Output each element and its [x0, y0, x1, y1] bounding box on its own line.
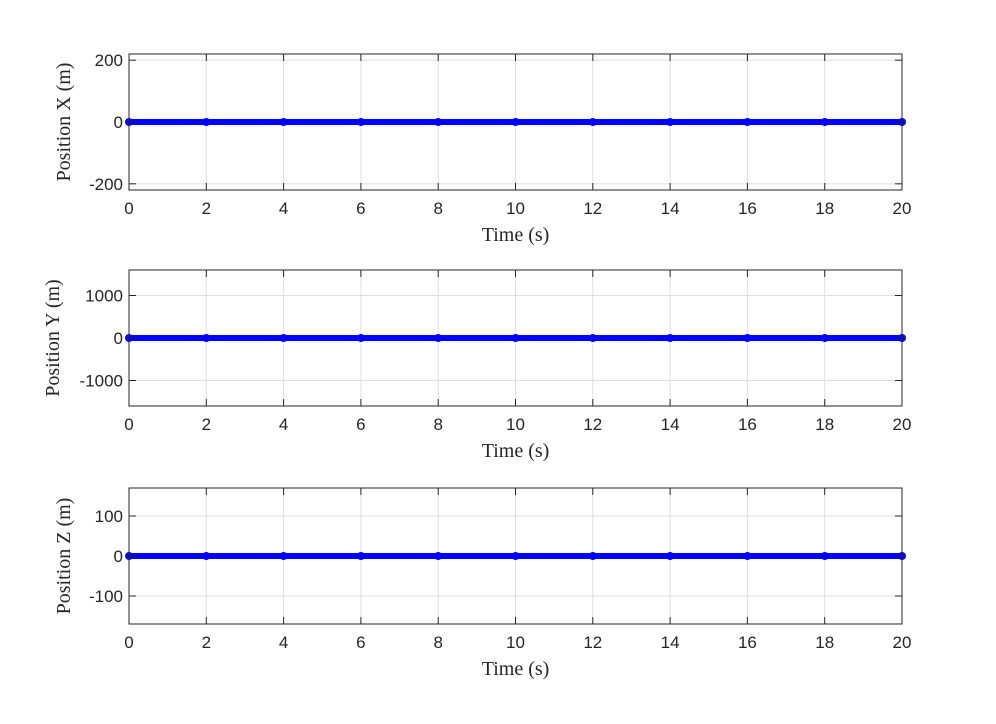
- x-tick-label: 18: [815, 633, 834, 652]
- subplot-position-y: 0 2 4 6 8 10 12 14 16 18 20 -1000 0 1000 Time (s) Po…: [42, 269, 911, 462]
- y-tick-label: 1000: [85, 287, 123, 306]
- x-tick-label: 18: [815, 415, 834, 434]
- data-point: [743, 334, 752, 342]
- subplot-position-z: 0 2 4 6 8 10 12 14 16 18 20 -100 0 100 Time (s) Posi…: [53, 487, 911, 680]
- x-tick-label: 8: [433, 199, 442, 218]
- x-tick-label: 16: [738, 415, 757, 434]
- x-tick-label: 8: [433, 633, 442, 652]
- x-tick-label: 6: [356, 415, 365, 434]
- data-point: [202, 118, 211, 126]
- x-tick-label: 16: [738, 633, 757, 652]
- data-point: [666, 552, 675, 560]
- x-tick-label: 20: [893, 415, 912, 434]
- y-tick-labels: -100 0 100: [89, 507, 123, 606]
- data-point: [588, 118, 597, 126]
- x-tick-label: 2: [202, 633, 211, 652]
- x-tick-labels: 0 2 4 6 8 10 12 14 16 18 20: [124, 199, 911, 218]
- data-point: [434, 552, 443, 560]
- data-point: [356, 552, 365, 560]
- y-tick-labels: -200 0 200: [89, 51, 123, 194]
- x-tick-label: 4: [279, 199, 288, 218]
- data-point: [434, 118, 443, 126]
- x-tick-label: 2: [202, 199, 211, 218]
- data-point: [279, 118, 288, 126]
- x-tick-label: 0: [124, 633, 133, 652]
- x-tick-label: 20: [893, 199, 912, 218]
- data-point: [434, 334, 443, 342]
- tick-marks: [128, 270, 903, 406]
- x-tick-label: 20: [893, 633, 912, 652]
- x-tick-label: 10: [506, 415, 525, 434]
- x-tick-label: 4: [279, 633, 288, 652]
- x-tick-label: 14: [661, 633, 680, 652]
- x-tick-label: 10: [506, 633, 525, 652]
- x-axis-label: Time (s): [482, 440, 550, 462]
- data-point: [356, 334, 365, 342]
- data-point: [511, 552, 520, 560]
- x-tick-label: 18: [815, 199, 834, 218]
- x-tick-label: 0: [124, 199, 133, 218]
- x-tick-label: 14: [661, 415, 680, 434]
- data-point: [820, 334, 829, 342]
- y-tick-label: 0: [114, 547, 123, 566]
- y-tick-label: 0: [114, 329, 123, 348]
- tick-marks: [128, 488, 903, 624]
- data-point: [202, 552, 211, 560]
- x-tick-labels: 0 2 4 6 8 10 12 14 16 18 20: [124, 415, 911, 434]
- data-series: [125, 118, 906, 126]
- x-tick-label: 6: [356, 199, 365, 218]
- data-point: [743, 552, 752, 560]
- x-tick-label: 14: [661, 199, 680, 218]
- x-tick-label: 10: [506, 199, 525, 218]
- y-axis-label: Position X (m): [53, 63, 75, 182]
- y-tick-label: -200: [89, 175, 123, 194]
- x-tick-label: 12: [583, 415, 602, 434]
- y-tick-label: 0: [114, 113, 123, 132]
- x-tick-labels: 0 2 4 6 8 10 12 14 16 18 20: [124, 633, 911, 652]
- data-point: [279, 334, 288, 342]
- data-point: [588, 552, 597, 560]
- y-axis-label: Position Y (m): [42, 279, 64, 396]
- data-point: [202, 334, 211, 342]
- x-tick-label: 12: [583, 633, 602, 652]
- y-tick-label: -1000: [80, 372, 123, 391]
- x-tick-label: 8: [433, 415, 442, 434]
- data-point: [511, 334, 520, 342]
- y-tick-label: 100: [95, 507, 123, 526]
- data-point: [588, 334, 597, 342]
- tick-marks: [128, 54, 903, 190]
- y-tick-labels: -1000 0 1000: [80, 287, 123, 391]
- x-axis-label: Time (s): [482, 224, 550, 246]
- data-point: [820, 118, 829, 126]
- data-series: [125, 334, 906, 342]
- data-point: [743, 118, 752, 126]
- y-axis-label: Position Z (m): [53, 498, 75, 615]
- data-series: [125, 552, 906, 560]
- x-tick-label: 6: [356, 633, 365, 652]
- data-point: [820, 552, 829, 560]
- data-point: [279, 552, 288, 560]
- y-tick-label: -100: [89, 587, 123, 606]
- x-tick-label: 16: [738, 199, 757, 218]
- x-tick-label: 12: [583, 199, 602, 218]
- data-point: [666, 118, 675, 126]
- data-point: [666, 334, 675, 342]
- x-tick-label: 2: [202, 415, 211, 434]
- x-axis-label: Time (s): [482, 658, 550, 680]
- data-point: [356, 118, 365, 126]
- x-tick-label: 4: [279, 415, 288, 434]
- x-tick-label: 0: [124, 415, 133, 434]
- data-point: [511, 118, 520, 126]
- y-tick-label: 200: [95, 51, 123, 70]
